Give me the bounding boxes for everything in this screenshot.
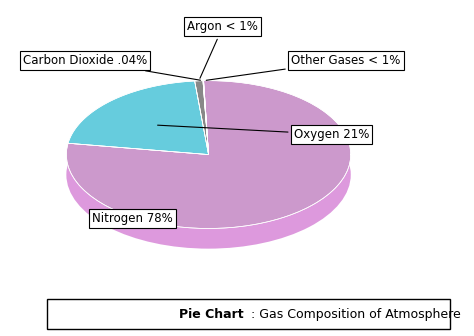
Polygon shape <box>68 81 209 155</box>
Ellipse shape <box>66 101 351 249</box>
FancyBboxPatch shape <box>47 299 450 329</box>
Text: Carbon Dioxide .04%: Carbon Dioxide .04% <box>23 54 201 80</box>
Polygon shape <box>203 81 209 155</box>
Polygon shape <box>195 81 209 155</box>
Text: Nitrogen 78%: Nitrogen 78% <box>92 212 173 225</box>
Text: Oxygen 21%: Oxygen 21% <box>157 125 370 141</box>
Text: Other Gases < 1%: Other Gases < 1% <box>206 54 401 80</box>
Polygon shape <box>66 81 351 228</box>
Text: : Gas Composition of Atmosphere: : Gas Composition of Atmosphere <box>251 308 461 321</box>
Polygon shape <box>203 81 209 155</box>
Text: Pie Chart: Pie Chart <box>180 308 244 321</box>
Text: Argon < 1%: Argon < 1% <box>187 20 258 78</box>
